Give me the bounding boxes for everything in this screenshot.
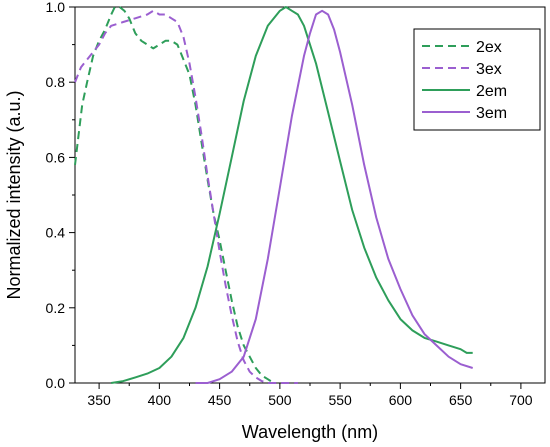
legend-label-3em: 3em — [476, 105, 507, 122]
series-line-3em — [195, 9, 473, 384]
x-axis-title: Wavelength (nm) — [242, 422, 378, 442]
y-tick-label: 0.0 — [46, 375, 66, 391]
x-tick-label: 450 — [208, 392, 232, 408]
axis-ticks: 350 400 450 500 550 600 650 700 0.0 0.2 0.4 0.6 0.8 1… — [46, 0, 533, 408]
y-tick-label: 0.2 — [46, 300, 66, 316]
x-tick-label: 500 — [268, 392, 292, 408]
y-tick-label: 0.4 — [46, 225, 66, 241]
x-tick-label: 600 — [389, 392, 413, 408]
legend-label-3ex: 3ex — [476, 61, 502, 78]
x-tick-label: 650 — [449, 392, 473, 408]
legend-label-2ex: 2ex — [476, 39, 502, 56]
y-tick-label: 0.6 — [46, 149, 66, 165]
series-line-2em — [111, 6, 473, 384]
y-axis-title: Normalized intensity (a.u.) — [4, 90, 24, 299]
series-line-3ex — [74, 9, 298, 384]
legend: 2ex 3ex 2em 3em — [413, 28, 541, 131]
legend-label-2em: 2em — [476, 83, 507, 100]
y-tick-label: 1.0 — [46, 0, 66, 15]
x-tick-label: 700 — [509, 392, 533, 408]
series-line-2ex — [74, 6, 275, 384]
x-tick-label: 550 — [328, 392, 352, 408]
y-tick-label: 0.8 — [46, 74, 66, 90]
x-tick-label: 400 — [148, 392, 172, 408]
x-tick-label: 350 — [87, 392, 111, 408]
series-lines — [74, 6, 473, 384]
